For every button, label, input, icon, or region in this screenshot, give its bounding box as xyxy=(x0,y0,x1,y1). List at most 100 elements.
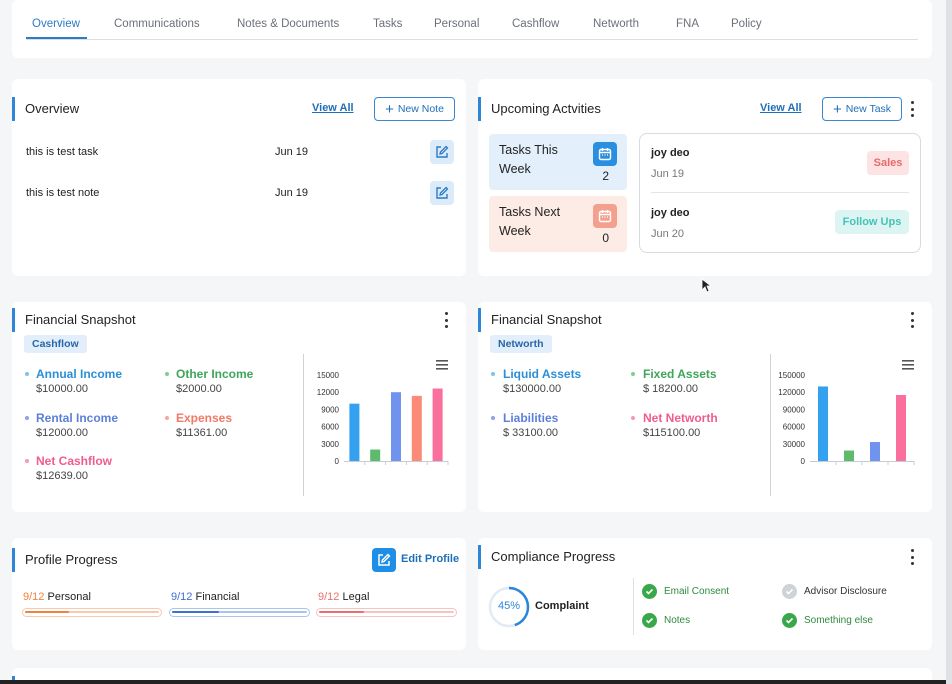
compliance-progress-card xyxy=(478,538,932,650)
y-tick-label: 30000 xyxy=(783,440,806,449)
overview-row-date: Jun 19 xyxy=(275,146,309,158)
overview-view-all-link[interactable]: View All xyxy=(312,102,354,114)
tab-overview[interactable]: Overview xyxy=(32,18,80,30)
plus-icon: + xyxy=(385,100,394,118)
compliance-percent: 45% xyxy=(497,600,521,612)
liabilities-value: $ 33100.00 xyxy=(503,427,559,439)
tasks-this-week-label: Tasks This Week xyxy=(499,143,558,176)
activity-name: joy deo xyxy=(651,207,690,219)
tab-communications[interactable]: Communications xyxy=(114,18,200,30)
tab-notes-documents[interactable]: Notes & Documents xyxy=(237,18,340,30)
plus-icon: + xyxy=(832,100,842,118)
window-right-edge xyxy=(946,0,952,684)
tab-tasks[interactable]: Tasks xyxy=(373,18,403,30)
legend-dot xyxy=(25,459,29,463)
tab-policy[interactable]: Policy xyxy=(731,18,762,30)
tab-fna[interactable]: FNA xyxy=(676,18,699,30)
legal-progress-bar xyxy=(316,608,457,617)
networth-bar-chart: 0 30000 60000 90000 120000 150000 xyxy=(778,360,915,466)
edit-row-button[interactable] xyxy=(430,140,454,164)
bar[interactable] xyxy=(391,392,401,461)
networth-menu-icon[interactable] xyxy=(909,312,915,328)
legend-dot xyxy=(165,372,169,376)
net-cashflow-value: $12639.00 xyxy=(36,470,88,482)
activity-date: Jun 20 xyxy=(651,228,685,240)
fixed-assets-value: $ 18200.00 xyxy=(643,383,699,395)
net-cashflow-label: Net Cashflow xyxy=(36,454,113,468)
rental-income-label: Rental Income xyxy=(36,411,119,425)
tab-bar: Overview Communications Notes & Document… xyxy=(12,0,932,58)
y-tick-label: 60000 xyxy=(783,423,806,432)
bar[interactable] xyxy=(870,442,880,461)
y-tick-label: 12000 xyxy=(317,388,340,397)
y-tick-label: 6000 xyxy=(321,423,339,432)
edit-row-button[interactable] xyxy=(430,181,454,205)
y-tick-label: 0 xyxy=(335,457,340,466)
other-income-label: Other Income xyxy=(176,367,254,381)
upcoming-view-all-link[interactable]: View All xyxy=(760,102,802,114)
compliance-progress-title: Compliance Progress xyxy=(478,545,615,569)
tasks-next-week-label: Tasks Next Week xyxy=(499,205,561,238)
edit-profile-icon-button[interactable] xyxy=(372,548,396,572)
bar[interactable] xyxy=(818,386,828,461)
bar[interactable] xyxy=(349,403,360,461)
bar[interactable] xyxy=(896,395,906,461)
new-task-button[interactable]: + New Task xyxy=(822,97,902,121)
tab-divider xyxy=(26,39,918,40)
legend-dot xyxy=(25,372,29,376)
edit-icon xyxy=(436,145,449,158)
snapshot-divider xyxy=(770,354,771,496)
activity-tag-badge: Follow Ups xyxy=(835,210,909,234)
bar[interactable] xyxy=(411,395,422,461)
financial-progress-bar xyxy=(169,608,310,617)
cashflow-menu-icon[interactable] xyxy=(443,312,449,328)
edit-profile-link[interactable]: Edit Profile xyxy=(401,553,460,565)
chart-menu-icon[interactable] xyxy=(436,360,448,370)
compliance-divider xyxy=(633,578,634,635)
networth-snapshot-title: Financial Snapshot xyxy=(478,308,602,332)
cashflow-snapshot-card xyxy=(12,302,466,512)
bar[interactable] xyxy=(370,449,381,461)
tab-personal[interactable]: Personal xyxy=(434,18,480,30)
tab-cashflow[interactable]: Cashflow xyxy=(512,18,560,30)
check-circle-icon xyxy=(782,584,797,599)
personal-progress-bar xyxy=(22,608,162,617)
legal-progress-label: 9/12 Legal xyxy=(318,591,370,603)
tasks-this-week-box[interactable]: Tasks This Week 2 xyxy=(489,134,627,190)
legend-dot xyxy=(631,372,635,376)
calendar-icon xyxy=(593,142,617,166)
cashflow-bar-chart: 0 3000 6000 9000 12000 15000 xyxy=(317,360,449,466)
something-else-item: Something else xyxy=(782,613,873,628)
other-income-value: $2000.00 xyxy=(176,383,222,395)
bar[interactable] xyxy=(844,450,854,461)
legend-dot xyxy=(491,416,495,420)
bar[interactable] xyxy=(432,388,443,461)
edit-icon xyxy=(378,553,391,566)
upcoming-menu-icon[interactable] xyxy=(909,101,915,117)
y-tick-label: 9000 xyxy=(321,405,339,414)
tasks-next-week-box[interactable]: Tasks Next Week 0 xyxy=(489,196,627,252)
personal-progress-label: 9/12 Personal xyxy=(23,591,91,603)
y-tick-label: 90000 xyxy=(783,405,806,414)
chart-menu-icon[interactable] xyxy=(902,360,914,370)
tasks-next-week-count: 0 xyxy=(602,231,609,245)
compliance-menu-icon[interactable] xyxy=(909,549,915,565)
new-note-button[interactable]: + New Note xyxy=(374,97,455,121)
liquid-assets-label: Liquid Assets xyxy=(503,367,582,381)
check-circle-icon xyxy=(782,613,797,628)
y-tick-label: 15000 xyxy=(317,371,340,380)
tab-networth[interactable]: Networth xyxy=(593,18,640,30)
activity-divider xyxy=(651,192,909,193)
upcoming-title: Upcoming Actvities xyxy=(478,97,601,121)
liquid-assets-value: $130000.00 xyxy=(503,383,562,395)
overview-row-text: this is test task xyxy=(26,146,99,158)
rental-income-value: $12000.00 xyxy=(36,427,88,439)
annual-income-value: $10000.00 xyxy=(36,383,88,395)
net-networth-label: Net Networth xyxy=(643,411,718,425)
activity-tag-badge: Sales xyxy=(867,151,909,175)
active-tab-indicator xyxy=(26,37,87,39)
tasks-this-week-count: 2 xyxy=(602,169,609,183)
notes-item: Notes xyxy=(642,613,690,628)
activity-name: joy deo xyxy=(651,147,690,159)
profile-progress-title: Profile Progress xyxy=(12,548,117,572)
